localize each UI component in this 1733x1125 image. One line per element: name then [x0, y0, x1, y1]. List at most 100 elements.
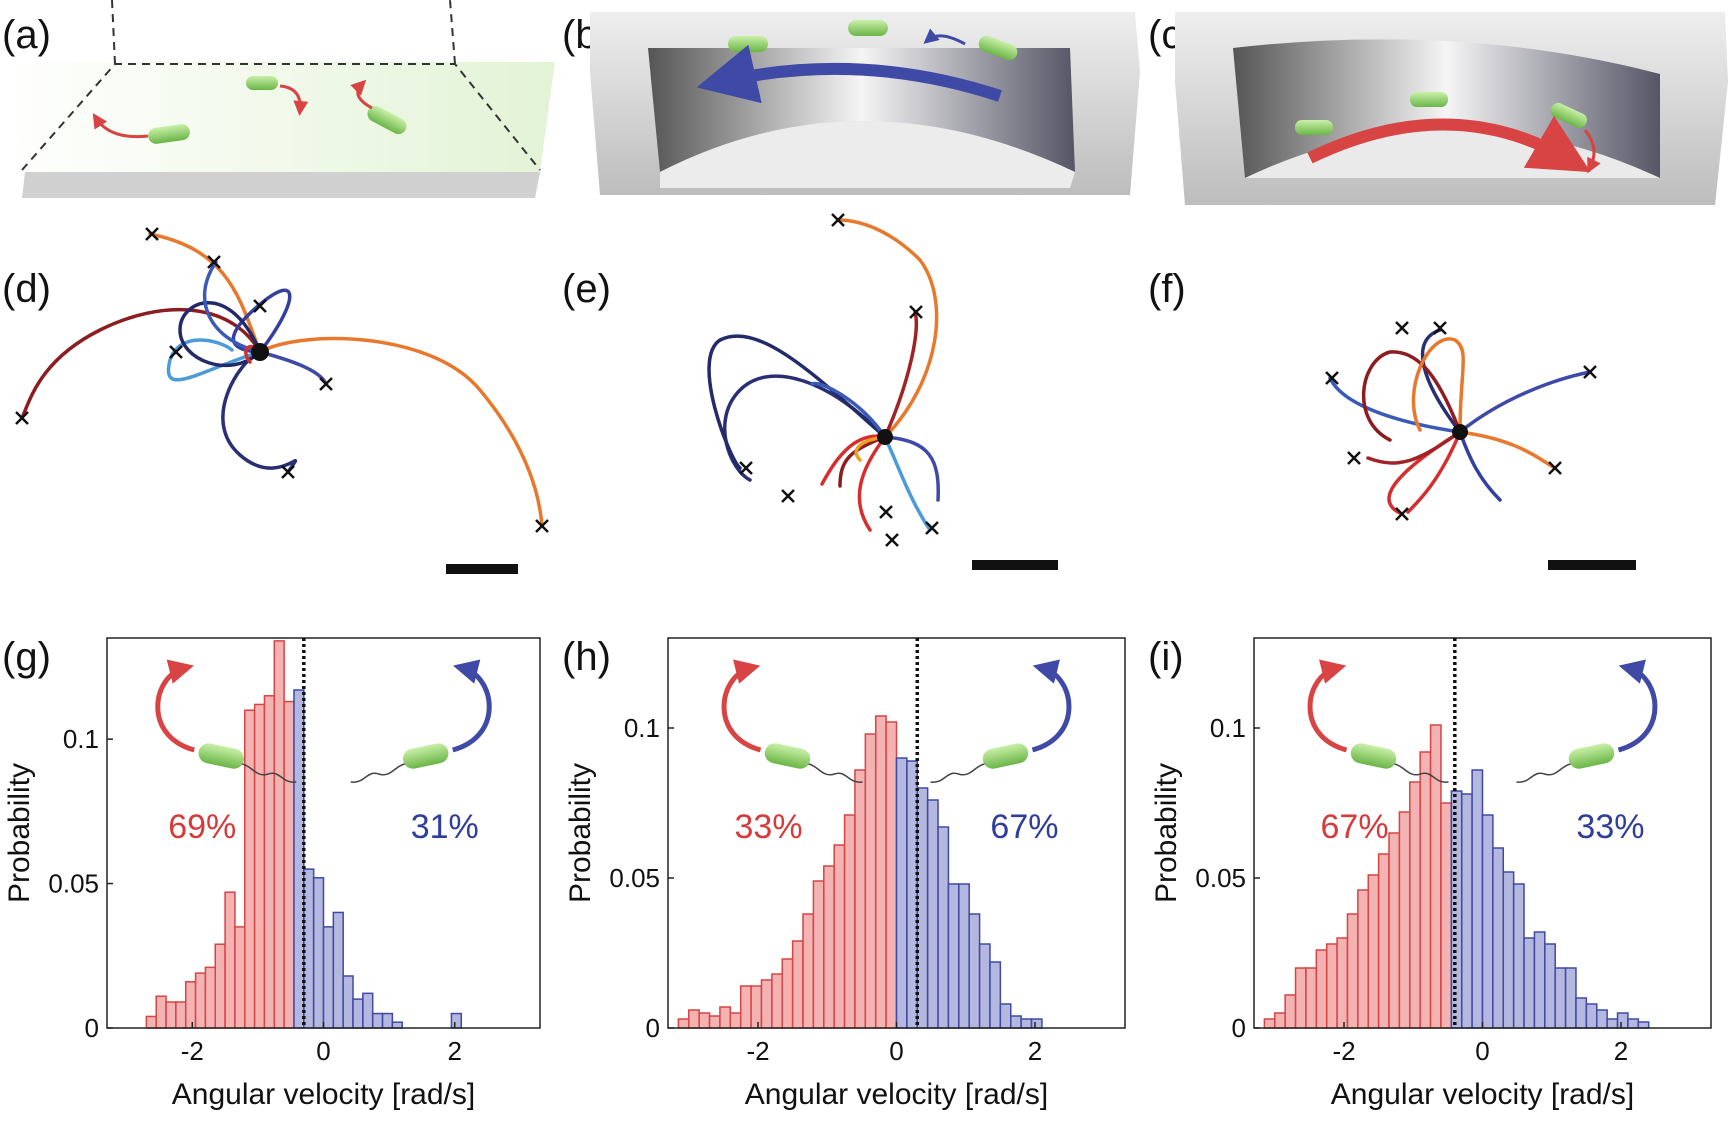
histogram-bar: [342, 975, 354, 1029]
histogram-bar: [214, 943, 226, 1029]
histogram-bar: [885, 721, 898, 1029]
histogram-bar: [1398, 811, 1411, 1029]
histogram-bar: [184, 981, 197, 1029]
flagella-icon: [930, 763, 985, 783]
histogram-bar: [729, 1012, 742, 1029]
x-tick-label: 2: [1614, 1036, 1628, 1066]
x-tick-label: 2: [1028, 1036, 1042, 1066]
histogram-bar: [1346, 913, 1359, 1029]
crossmark-icon: [739, 461, 753, 475]
crossmark-icon: [281, 465, 295, 479]
crossmarks-d: [15, 227, 549, 533]
histogram-bar: [1616, 1012, 1629, 1029]
histogram-bar: [253, 703, 266, 1029]
right-percent-label: 67%: [990, 808, 1058, 846]
panel-label-a: (a): [2, 13, 51, 57]
histogram-bar: [1388, 832, 1401, 1029]
bacterium-icon: [978, 35, 1018, 61]
x-tick-label: -2: [1332, 1036, 1355, 1066]
crossmark-icon: [879, 505, 893, 519]
y-tick-label: 0: [646, 1013, 660, 1043]
panel-label-i: (i): [1148, 635, 1184, 679]
rotation-arrow-icon: [350, 79, 373, 110]
histogram-bar: [194, 972, 207, 1029]
rotation-arrow-icon: [1031, 659, 1072, 753]
histogram-bar: [1554, 967, 1567, 1029]
histogram-bar: [1596, 1009, 1608, 1029]
rotation-arrow-icon: [92, 112, 149, 139]
histogram-bar: [823, 865, 835, 1029]
histogram-bar: [234, 926, 246, 1029]
histogram-i: -2 0 2 0 0.05 0.1 Angular velocity [rad/s] Prob…: [1150, 637, 1712, 1111]
panel-label-f: (f): [1148, 267, 1186, 311]
histogram-bar: [812, 880, 825, 1029]
histogram-bar: [155, 995, 167, 1029]
crossmarks-e: [739, 213, 939, 547]
histogram-bar: [322, 926, 335, 1029]
histogram-bar: [175, 1001, 187, 1029]
histogram-bar: [677, 1018, 690, 1029]
histogram-bar: [926, 799, 939, 1029]
left-percent-label: 69%: [168, 808, 236, 846]
chamber-concave-illustration: [1175, 12, 1728, 205]
histogram-bar: [1585, 1003, 1598, 1029]
histogram-bar: [1377, 853, 1390, 1029]
flagella-icon: [242, 763, 297, 783]
x-tick-label: -2: [746, 1036, 769, 1066]
histogram-bar: [864, 733, 877, 1029]
y-tick-label: 0.05: [48, 869, 99, 899]
x-tick-label: 0: [316, 1036, 330, 1066]
histogram-bar: [224, 891, 236, 1029]
histogram-bar: [1357, 889, 1370, 1029]
bacterium-icon: [148, 124, 190, 144]
histogram-bar: [1409, 781, 1421, 1029]
y-tick-label: 0.1: [63, 724, 99, 754]
rotation-arrow-icon: [1307, 659, 1348, 753]
histogram-bar: [263, 695, 276, 1029]
origin-marker: [877, 429, 893, 445]
x-tick-label: 0: [889, 1036, 903, 1066]
trajectories-concave: [1328, 328, 1592, 516]
origin-marker: [251, 343, 269, 361]
histogram-bar: [999, 1003, 1012, 1029]
x-tick-label: -2: [181, 1036, 204, 1066]
histogram-bar: [1627, 1018, 1640, 1029]
y-tick-label: 0: [1232, 1013, 1246, 1043]
histogram-bar: [1533, 931, 1546, 1029]
histogram-bar: [708, 1015, 721, 1029]
histogram-bar: [739, 985, 752, 1029]
crossmark-icon: [1583, 365, 1597, 379]
bacterium-icon: [728, 36, 768, 52]
histogram-bar: [165, 1001, 177, 1029]
rotation-arrow-icon: [1583, 129, 1601, 174]
histogram-bar: [802, 913, 815, 1029]
histogram-bar: [854, 769, 867, 1029]
bacterium-icon: [764, 743, 811, 769]
histogram-bar: [958, 883, 970, 1029]
bacterium-icon: [1350, 743, 1397, 769]
histogram-bar: [1440, 802, 1453, 1029]
x-tick-label: 2: [447, 1036, 461, 1066]
histogram-bar: [1419, 751, 1432, 1029]
x-axis-label: Angular velocity [rad/s]: [1331, 1078, 1634, 1111]
flagella-icon: [350, 763, 405, 783]
origin-marker: [1452, 424, 1468, 440]
bacterium-icon: [403, 743, 449, 769]
histogram-bar: [1294, 967, 1307, 1029]
histogram-bar: [273, 640, 285, 1029]
histogram-bar: [791, 940, 804, 1029]
histogram-bar: [1544, 943, 1556, 1029]
trajectories-convex: [707, 218, 940, 532]
histogram-bar: [750, 985, 763, 1029]
scale-bar-icon: [972, 560, 1058, 570]
chamber-convex-illustration: [590, 12, 1140, 195]
crossmark-icon: [925, 521, 939, 535]
panel-label-g: (g): [2, 635, 51, 679]
histogram-bar: [1263, 1018, 1276, 1029]
histogram-bar: [1606, 1018, 1619, 1029]
right-percent-label: 31%: [411, 808, 479, 846]
right-percent-label: 33%: [1576, 808, 1644, 846]
panel-label-d: (d): [2, 267, 51, 311]
scale-bar-icon: [1548, 560, 1636, 570]
